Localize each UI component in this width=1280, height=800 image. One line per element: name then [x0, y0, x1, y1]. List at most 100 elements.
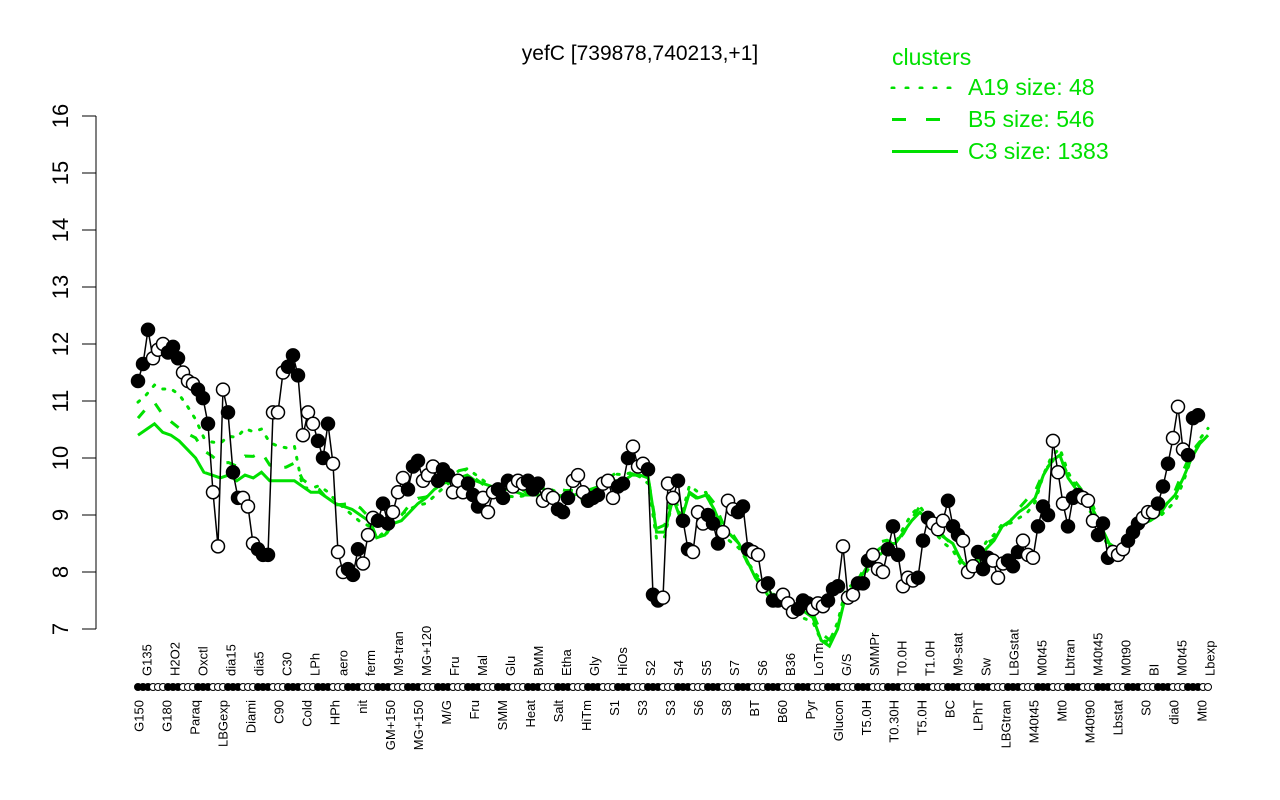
x-tick-label: nit [355, 700, 370, 714]
data-point [915, 533, 931, 548]
x-tick-label: T1.0H [923, 641, 938, 676]
data-point [285, 348, 301, 363]
x-tick-label: M40t45 [1091, 633, 1106, 676]
data-point [260, 547, 276, 563]
data-point [675, 513, 691, 528]
data-point [375, 496, 391, 511]
x-tick-label: T0.0H [895, 641, 910, 676]
x-tick-label: M40t90 [1083, 700, 1098, 743]
x-tick-label: G135 [139, 644, 154, 676]
data-point [830, 579, 846, 594]
data-point [530, 476, 546, 491]
data-point [570, 467, 586, 483]
data-point [320, 416, 336, 432]
x-tick-label: T0.30H [887, 700, 902, 743]
x-tick-label: Gly [587, 656, 602, 676]
x-tick-label: H2O2 [167, 642, 182, 676]
data-point [205, 484, 221, 500]
legend-title: clusters [892, 44, 972, 70]
data-point [990, 570, 1006, 585]
data-point [330, 544, 346, 560]
x-tick-label: G150 [131, 700, 146, 732]
data-point [225, 465, 241, 480]
data-point [1050, 465, 1066, 480]
x-tick-label: dia5 [251, 651, 266, 676]
x-tick-label: ferm [363, 650, 378, 676]
data-point [1155, 479, 1171, 494]
data-point [130, 373, 146, 389]
data-point [495, 490, 511, 506]
x-tick-label: M0t90 [1119, 640, 1134, 676]
x-tick-label: LBGexp [215, 700, 230, 747]
x-tick-label: M40t45 [1027, 700, 1042, 743]
data-point [410, 453, 426, 469]
x-tick-label: S3 [635, 700, 650, 716]
x-tick-label: Lbexp [1202, 641, 1217, 676]
x-tick-label: HiOs [615, 647, 630, 676]
data-point [555, 504, 571, 520]
x-tick-label: SMMPr [867, 632, 882, 676]
x-tick-label: M9-stat [951, 632, 966, 676]
data-point [885, 519, 901, 534]
data-point [890, 547, 906, 563]
x-tick-label: Cold [299, 700, 314, 727]
x-tick-label: Etha [559, 648, 574, 676]
chart-title: yefC [739878,740213,+1] [521, 42, 759, 65]
x-tick-label: Fru [467, 700, 482, 720]
x-tick-label: BI [1146, 664, 1161, 676]
x-tick-label: Mt0 [1194, 700, 1209, 722]
x-tick-label: SMM [495, 700, 510, 730]
y-tick-label: 13 [48, 275, 73, 299]
legend-item-b5: B5 size: 546 [890, 103, 1109, 135]
c3-line [137, 421, 1210, 649]
data-point [270, 405, 286, 420]
x-tick-label: GM+150 [383, 700, 398, 750]
x-tick-label: Heat [523, 700, 538, 728]
data-point [1045, 433, 1061, 449]
data-point [195, 390, 211, 406]
x-tick-label: S6 [755, 660, 770, 676]
data-point [910, 570, 926, 585]
data-point [140, 322, 156, 337]
data-point [1030, 519, 1046, 534]
data-series [130, 322, 1212, 691]
data-point [705, 516, 721, 531]
x-axis-labels: G135 H2O2 Oxctl dia15 dia5 C30 LPh aero ferm M9-t… [131, 626, 1217, 750]
legend-item-a19: A19 size: 48 [890, 71, 1109, 103]
data-point [1060, 519, 1076, 534]
data-point [640, 462, 656, 477]
y-tick-label: 9 [48, 509, 73, 521]
data-point [1150, 496, 1166, 511]
data-point [325, 456, 341, 471]
dashed-line-icon [892, 118, 958, 121]
x-tick-label: Pyr [803, 699, 818, 719]
legend-item-c3: C3 size: 1383 [890, 135, 1109, 167]
dotted-line-icon [890, 86, 960, 89]
data-point [1040, 507, 1056, 523]
x-tick-label: T5.0H [915, 700, 930, 735]
data-point [1170, 399, 1186, 414]
x-tick-label: G180 [159, 700, 174, 732]
x-tick-label: T5.0H [859, 700, 874, 735]
x-tick-label: S8 [719, 700, 734, 716]
x-tick-label: M/G [439, 700, 454, 725]
x-tick-label: C90 [271, 700, 286, 724]
y-tick-label: 8 [48, 566, 73, 578]
x-tick-label: Salt [551, 700, 566, 723]
data-point [305, 416, 321, 432]
x-tick-label: LBGtran [999, 700, 1014, 748]
x-tick-label: Glucon [831, 700, 846, 741]
data-point [685, 544, 701, 560]
data-point [760, 576, 776, 591]
data-point [1095, 516, 1111, 531]
data-point [875, 564, 891, 580]
data-point [750, 547, 766, 563]
data-point [560, 490, 576, 506]
data-point [1005, 559, 1021, 574]
legend: clusters A19 size: 48 B5 size: 546 C3 si… [890, 44, 1109, 167]
x-tick-label: LPh [307, 653, 322, 676]
data-point [715, 524, 731, 540]
data-point [865, 547, 881, 563]
y-tick-label: 10 [48, 446, 73, 470]
x-tick-label: S4 [671, 660, 686, 676]
